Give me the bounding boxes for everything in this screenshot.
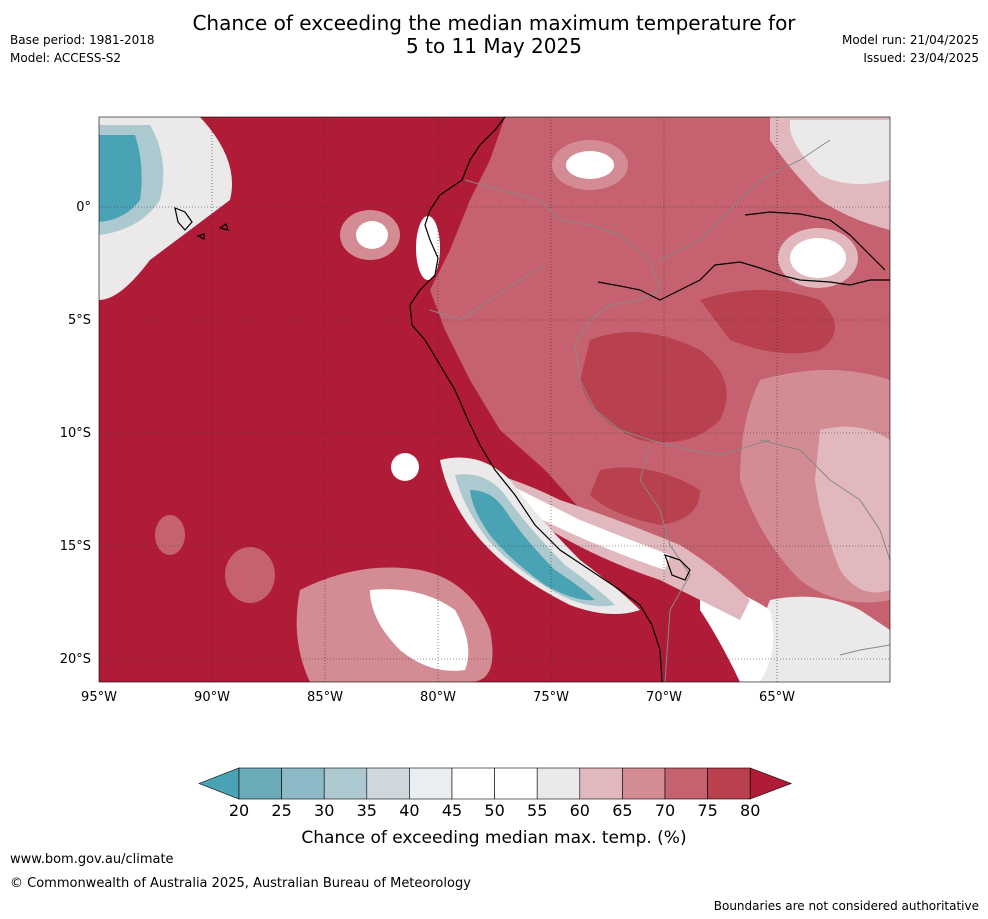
offshore-region-20 <box>470 490 595 601</box>
colorbar-tick-label: 65 <box>612 801 632 820</box>
lon-label: 75°W <box>533 690 569 705</box>
colorbar <box>198 767 793 800</box>
longitude-labels: 95°W 90°W 85°W 80°W 75°W 70°W 65°W <box>81 690 795 705</box>
peru-offshore-patch <box>391 453 419 481</box>
ecuador-coast-patch <box>416 216 440 280</box>
colorbar-swatch <box>494 767 538 800</box>
base-period-label: Base period: 1981-2018 <box>10 33 155 47</box>
colorbar-swatch <box>366 767 410 800</box>
colorbar-swatch <box>536 767 581 800</box>
colorbar-swatch <box>409 767 453 800</box>
website-link[interactable]: www.bom.gov.au/climate <box>10 852 174 867</box>
west-patch <box>155 515 185 555</box>
colorbar-tick-label: 45 <box>442 801 462 820</box>
lat-label: 0° <box>76 200 91 215</box>
colorbar-swatch <box>707 767 751 800</box>
colorbar-swatch <box>238 767 282 800</box>
colorbar-tick-label: 30 <box>314 801 334 820</box>
colorbar-tick-label: 80 <box>740 801 760 820</box>
south-offshore-region-50 <box>370 589 469 671</box>
lon-label: 95°W <box>81 690 117 705</box>
colorbar-tick-label: 25 <box>271 801 291 820</box>
interior-region-80-blob-2 <box>700 290 835 354</box>
interior-region-80-blob <box>580 332 727 443</box>
colorbar-swatch <box>664 767 708 800</box>
map-title-line2: 5 to 11 May 2025 <box>406 34 582 58</box>
colorbar-swatch <box>323 767 368 800</box>
colorbar-swatch <box>579 767 623 800</box>
lon-label: 80°W <box>420 690 456 705</box>
north-white-blob-inner <box>566 151 614 179</box>
colorbar-tick-label: 50 <box>484 801 504 820</box>
colorbar-swatch <box>281 767 325 800</box>
colorbar-tick-label: 55 <box>527 801 547 820</box>
northeast-region-50 <box>790 120 890 184</box>
lon-label: 85°W <box>307 690 343 705</box>
colorbar-tick-labels: 20 25 30 35 40 45 50 55 60 65 70 75 80 <box>229 801 761 820</box>
map-frame <box>98 116 891 683</box>
colorbar-tick-label: 60 <box>570 801 590 820</box>
map-title-line1: Chance of exceeding the median maximum t… <box>192 11 796 35</box>
disclaimer-text: Boundaries are not considered authoritat… <box>713 899 979 913</box>
northeast-white-blob-inner <box>790 238 846 278</box>
colorbar-under-arrow <box>198 767 240 800</box>
lon-label: 90°W <box>194 690 230 705</box>
copyright-text: © Commonwealth of Australia 2025, Austra… <box>10 876 471 891</box>
colorbar-tick-label: 35 <box>357 801 377 820</box>
interior-region-80-blob-3 <box>590 467 700 525</box>
colorbar-tick-label: 70 <box>655 801 675 820</box>
country-borders <box>429 139 890 682</box>
galapagos-region-20 <box>99 135 142 222</box>
lon-label: 65°W <box>759 690 795 705</box>
model-run-label: Model run: 21/04/2025 <box>841 33 979 47</box>
colorbar-tick-label: 20 <box>229 801 249 820</box>
equator-offshore-patch-inner <box>356 221 388 249</box>
graticule <box>99 117 890 682</box>
coastal-band-white <box>495 480 670 570</box>
colorbar-tick-label: 40 <box>399 801 419 820</box>
lat-label: 5°S <box>68 313 91 328</box>
model-label: Model: ACCESS-S2 <box>10 51 122 65</box>
map-title: Chance of exceeding the median maximum t… <box>0 12 988 58</box>
latitude-labels: 0° 5°S 10°S 15°S 20°S <box>60 200 91 667</box>
southeast-region-55 <box>756 596 890 682</box>
east-region-60 <box>815 426 890 593</box>
colorbar-swatch <box>451 767 495 800</box>
lat-label: 15°S <box>60 539 91 554</box>
lon-label: 70°W <box>646 690 682 705</box>
colorbar-tick-label: 75 <box>697 801 717 820</box>
southwest-patch <box>225 547 275 603</box>
issued-label: Issued: 23/04/2025 <box>863 51 979 65</box>
colorbar-over-arrow <box>749 767 793 800</box>
coastline <box>174 117 890 682</box>
lat-label: 20°S <box>60 652 91 667</box>
colorbar-swatch <box>622 767 666 800</box>
colorbar-label: Chance of exceeding median max. temp. (%… <box>301 828 686 848</box>
map-plot-area <box>99 117 890 682</box>
lat-label: 10°S <box>60 426 91 441</box>
